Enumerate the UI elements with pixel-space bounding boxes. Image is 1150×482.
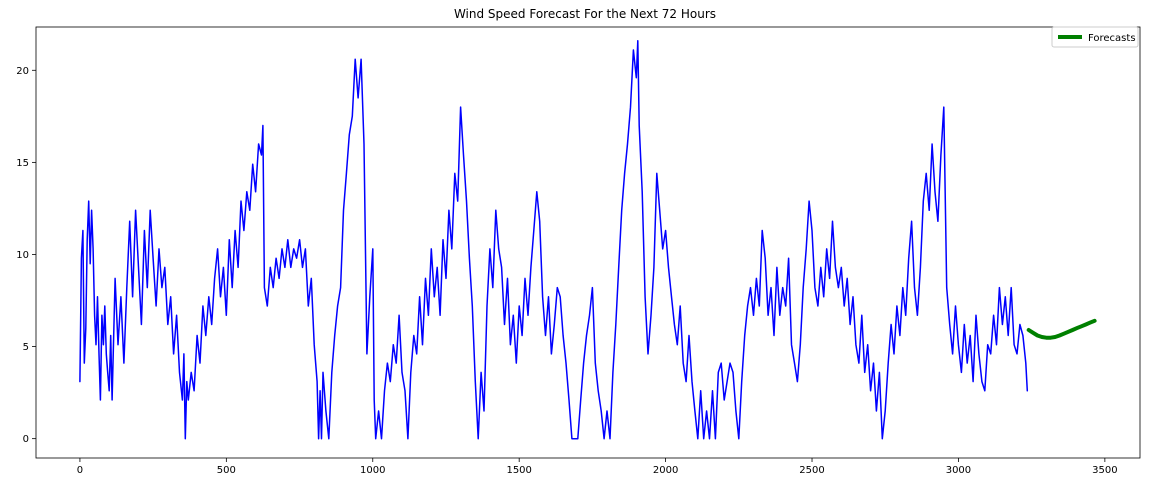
- y-tick-label: 15: [16, 158, 29, 169]
- legend: Forecasts: [1051, 26, 1139, 48]
- y-tick-label: 0: [23, 434, 29, 445]
- x-tick-label: 0: [77, 465, 83, 476]
- x-tick-label: 2500: [799, 465, 824, 476]
- x-axis: 0 500 1000 1500 2000 2500 3000 3500: [77, 458, 1118, 476]
- x-tick-label: 2000: [653, 465, 678, 476]
- axes-frame: [35, 26, 1141, 459]
- y-axis: 0 5 10 15 20: [16, 66, 36, 445]
- series-line-history: [79, 40, 1029, 440]
- x-tick-label: 3000: [946, 465, 971, 476]
- chart-title: Wind Speed Forecast For the Next 72 Hour…: [454, 7, 716, 21]
- y-tick-label: 5: [23, 342, 29, 353]
- x-tick-label: 500: [217, 465, 236, 476]
- x-tick-label: 1000: [360, 465, 385, 476]
- series-line-forecast: [1026, 318, 1097, 340]
- y-tick-label: 10: [16, 250, 29, 261]
- legend-label-forecasts: Forecasts: [1088, 33, 1136, 44]
- y-tick-label: 20: [16, 66, 29, 77]
- plot-area: [79, 40, 1097, 440]
- x-tick-label: 3500: [1092, 465, 1117, 476]
- legend-box: [1051, 26, 1139, 48]
- x-tick-label: 1500: [506, 465, 531, 476]
